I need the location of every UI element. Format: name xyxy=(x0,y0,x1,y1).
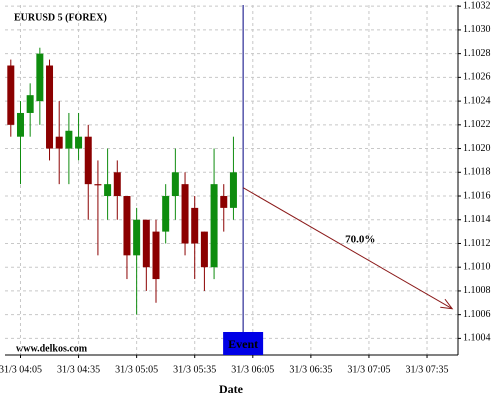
candle-body xyxy=(142,219,150,268)
y-tick-label: 1.1030 xyxy=(463,24,491,35)
x-tick-label: 31/3 07:35 xyxy=(405,364,448,375)
candle-body xyxy=(36,53,44,102)
candle-body xyxy=(162,196,170,232)
candle-body xyxy=(152,231,160,280)
candle-body xyxy=(171,172,179,197)
y-tick-label: 1.1032 xyxy=(463,0,491,11)
candle-body xyxy=(94,184,102,186)
x-tick-label: 31/3 07:05 xyxy=(347,364,390,375)
y-tick-label: 1.1022 xyxy=(463,119,491,130)
candle-body xyxy=(200,231,208,268)
candle-body xyxy=(104,184,112,197)
chart-title: EURUSD 5 (FOREX) xyxy=(14,12,107,23)
y-tick-label: 1.1012 xyxy=(463,238,491,249)
x-tick-label: 31/3 04:05 xyxy=(0,364,42,375)
candle-body xyxy=(26,95,34,113)
candle-body xyxy=(7,65,15,125)
candle-body xyxy=(84,136,92,185)
forecast-arrow xyxy=(242,187,453,310)
y-tick-label: 1.1008 xyxy=(463,285,491,296)
candle-body xyxy=(123,196,131,256)
event-label: Event xyxy=(228,337,258,351)
candle-body xyxy=(65,130,73,149)
candle-body xyxy=(46,65,54,149)
y-tick-label: 1.1018 xyxy=(463,167,491,178)
candle-body xyxy=(210,184,218,268)
candle-body xyxy=(75,136,83,149)
event-box xyxy=(223,332,264,355)
candle-body xyxy=(181,184,189,244)
candle-body xyxy=(133,219,141,256)
candle-body xyxy=(220,196,228,208)
candle-body xyxy=(191,207,199,244)
y-tick-label: 1.1020 xyxy=(463,143,491,154)
x-tick-label: 31/3 04:35 xyxy=(57,364,100,375)
x-tick-label: 31/3 05:05 xyxy=(115,364,158,375)
candle-body xyxy=(113,172,121,197)
candle-body xyxy=(229,172,237,208)
candle-body xyxy=(16,112,24,137)
forecast-label: 70.0% xyxy=(345,234,375,246)
x-axis-label: Date xyxy=(219,382,244,396)
x-tick-label: 31/3 05:35 xyxy=(173,364,216,375)
y-tick-label: 1.1006 xyxy=(463,309,491,320)
y-tick-label: 1.1026 xyxy=(463,72,491,83)
y-tick-label: 1.1024 xyxy=(463,95,491,106)
y-tick-label: 1.1010 xyxy=(463,262,491,273)
y-tick-label: 1.1028 xyxy=(463,48,491,59)
y-tick-label: 1.1014 xyxy=(463,214,491,225)
x-tick-label: 31/3 06:35 xyxy=(289,364,332,375)
y-tick-label: 1.1016 xyxy=(463,190,491,201)
y-tick-label: 1.1004 xyxy=(463,333,491,344)
x-tick-label: 31/3 06:05 xyxy=(231,364,274,375)
arrow-head xyxy=(440,298,454,310)
watermark: www.delkos.com xyxy=(16,343,88,354)
candle-body xyxy=(55,136,63,149)
